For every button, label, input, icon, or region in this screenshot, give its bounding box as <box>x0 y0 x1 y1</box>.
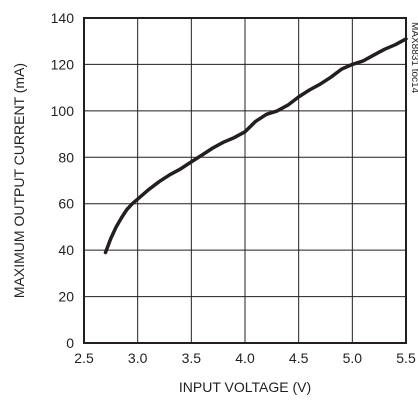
x-tick-label: 2.5 <box>74 350 94 366</box>
x-tick-label: 4.0 <box>235 350 255 366</box>
series-line <box>103 37 408 255</box>
y-tick-label: 40 <box>58 242 74 258</box>
x-tick-label: 3.5 <box>182 350 202 366</box>
y-tick-label: 100 <box>51 103 75 119</box>
y-tick-label: 60 <box>58 196 74 212</box>
x-tick-label: 3.0 <box>128 350 148 366</box>
y-tick-labels: 0 20 40 60 80 100 120 140 <box>51 10 75 351</box>
x-tick-labels: 2.5 3.0 3.5 4.0 4.5 5.0 5.5 <box>74 350 416 366</box>
y-tick-label: 20 <box>58 289 74 305</box>
y-tick-label: 140 <box>51 10 75 26</box>
x-tick-label: 5.0 <box>343 350 363 366</box>
grid <box>83 17 407 344</box>
chart-id-label: MAX8831 toc14 <box>409 22 418 94</box>
y-tick-label: 120 <box>51 56 75 72</box>
x-axis-label: INPUT VOLTAGE (V) <box>179 379 311 395</box>
y-tick-label: 0 <box>66 335 74 351</box>
y-axis-label: MAXIMUM OUTPUT CURRENT (mA) <box>11 63 27 298</box>
x-tick-label: 5.5 <box>396 350 416 366</box>
x-tick-label: 4.5 <box>289 350 309 366</box>
y-tick-label: 80 <box>58 149 74 165</box>
plot-frame <box>83 17 407 344</box>
